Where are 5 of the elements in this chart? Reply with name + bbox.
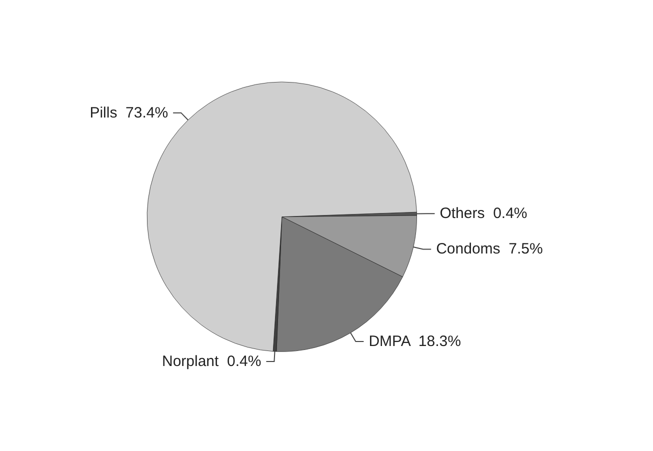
slice-label: Others 0.4%: [440, 205, 528, 222]
slice-label: DMPA 18.3%: [368, 332, 461, 350]
slice-label: Condoms 7.5%: [436, 240, 543, 258]
slice-label: Pills 73.4%: [90, 104, 168, 122]
slice-label: Norplant 0.4%: [162, 352, 262, 370]
